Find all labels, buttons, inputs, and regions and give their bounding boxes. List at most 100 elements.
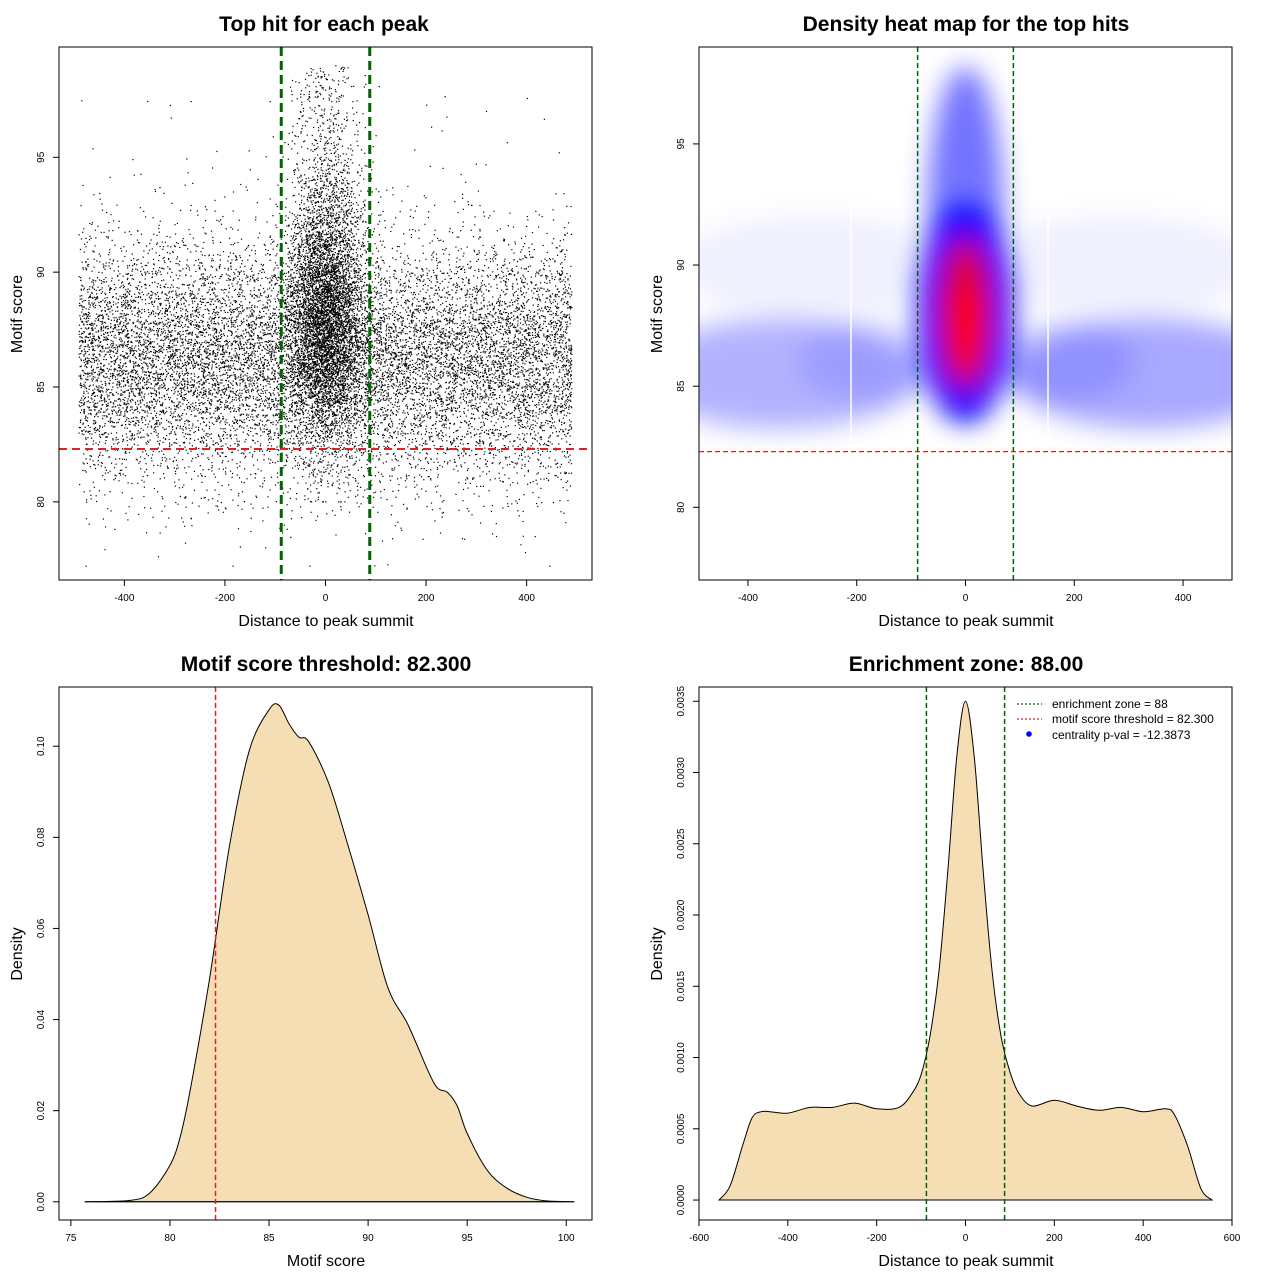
scatter-point [206, 409, 208, 411]
scatter-point [354, 408, 356, 410]
scatter-point [527, 379, 529, 381]
scatter-point [462, 455, 464, 457]
scatter-point [314, 480, 316, 482]
scatter-point [169, 364, 171, 366]
scatter-point [439, 371, 441, 374]
scatter-point [337, 402, 339, 404]
scatter-point [424, 312, 426, 315]
scatter-point [154, 315, 156, 317]
scatter-point [450, 277, 452, 279]
scatter-point [555, 347, 557, 349]
scatter-point [224, 311, 226, 313]
scatter-point [145, 347, 147, 349]
scatter-point [482, 383, 484, 385]
scatter-point [264, 324, 266, 326]
scatter-point [484, 319, 486, 321]
scatter-point [563, 380, 565, 382]
scatter-point [239, 348, 241, 351]
scatter-point [400, 321, 402, 323]
scatter-point [117, 373, 120, 375]
scatter-point [131, 408, 133, 410]
scatter-point [568, 284, 570, 286]
scatter-point [131, 268, 134, 270]
scatter-point [104, 337, 106, 339]
scatter-point [525, 292, 527, 294]
scatter-point [161, 352, 164, 354]
scatter-point [240, 376, 242, 379]
scatter-point [122, 300, 125, 302]
scatter-point [127, 313, 129, 316]
scatter-point [517, 376, 519, 378]
scatter-point [509, 305, 511, 307]
scatter-point [138, 321, 140, 323]
scatter-point [232, 392, 234, 394]
scatter-point [109, 421, 111, 423]
scatter-point [215, 420, 217, 423]
scatter-point [456, 449, 458, 451]
scatter-point [147, 356, 149, 359]
scatter-point [495, 398, 498, 400]
scatter-point [522, 426, 524, 428]
scatter-point [141, 336, 143, 338]
scatter-point [375, 262, 377, 264]
scatter-point [497, 355, 499, 357]
scatter-point [206, 489, 208, 491]
scatter-point [164, 337, 166, 339]
scatter-point [411, 303, 413, 305]
scatter-point [426, 104, 428, 106]
scatter-point [448, 387, 450, 389]
scatter-point [170, 354, 172, 356]
scatter-point [258, 406, 260, 408]
scatter-point [127, 267, 129, 269]
scatter-point [404, 287, 406, 289]
scatter-point [122, 407, 124, 409]
scatter-point [149, 298, 151, 300]
scatter-point [157, 283, 159, 285]
scatter-point [389, 285, 391, 287]
scatter-point [363, 476, 365, 478]
scatter-point [122, 275, 124, 277]
scatter-point [168, 325, 170, 327]
scatter-point [497, 384, 499, 386]
scatter-point [481, 440, 484, 442]
scatter-point [453, 375, 455, 377]
scatter-point [493, 388, 495, 391]
scatter-point [251, 331, 253, 333]
scatter-point [422, 421, 424, 423]
scatter-point [160, 334, 162, 336]
scatter-point [548, 353, 551, 355]
scatter-point [514, 327, 516, 329]
scatter-point [452, 344, 454, 347]
scatter-point [345, 371, 347, 373]
scatter-point [87, 311, 90, 313]
scatter-point [452, 357, 454, 359]
scatter-point [504, 354, 506, 356]
scatter-point [529, 428, 531, 430]
scatter-point [251, 296, 253, 298]
scatter-point [335, 180, 338, 182]
scatter-point [190, 403, 192, 406]
scatter-point [212, 498, 214, 500]
scatter-point [510, 373, 512, 376]
scatter-point [184, 184, 186, 186]
scatter-point [302, 277, 304, 279]
scatter-point [388, 351, 390, 353]
scatter-point [431, 363, 433, 365]
scatter-point [383, 445, 385, 447]
scatter-point [522, 535, 524, 537]
scatter-point [436, 402, 438, 404]
scatter-point [473, 302, 475, 304]
scatter-point [353, 272, 355, 274]
scatter-point [211, 422, 213, 424]
scatter-point [416, 424, 418, 426]
scatter-point [92, 355, 94, 357]
scatter-point [455, 266, 457, 268]
scatter-point [318, 242, 320, 245]
scatter-point [137, 307, 139, 309]
scatter-point [473, 319, 475, 321]
scatter-point [156, 338, 158, 340]
scatter-point [480, 302, 482, 304]
scatter-point [84, 359, 86, 361]
scatter-point [549, 365, 551, 368]
scatter-point [80, 378, 82, 380]
